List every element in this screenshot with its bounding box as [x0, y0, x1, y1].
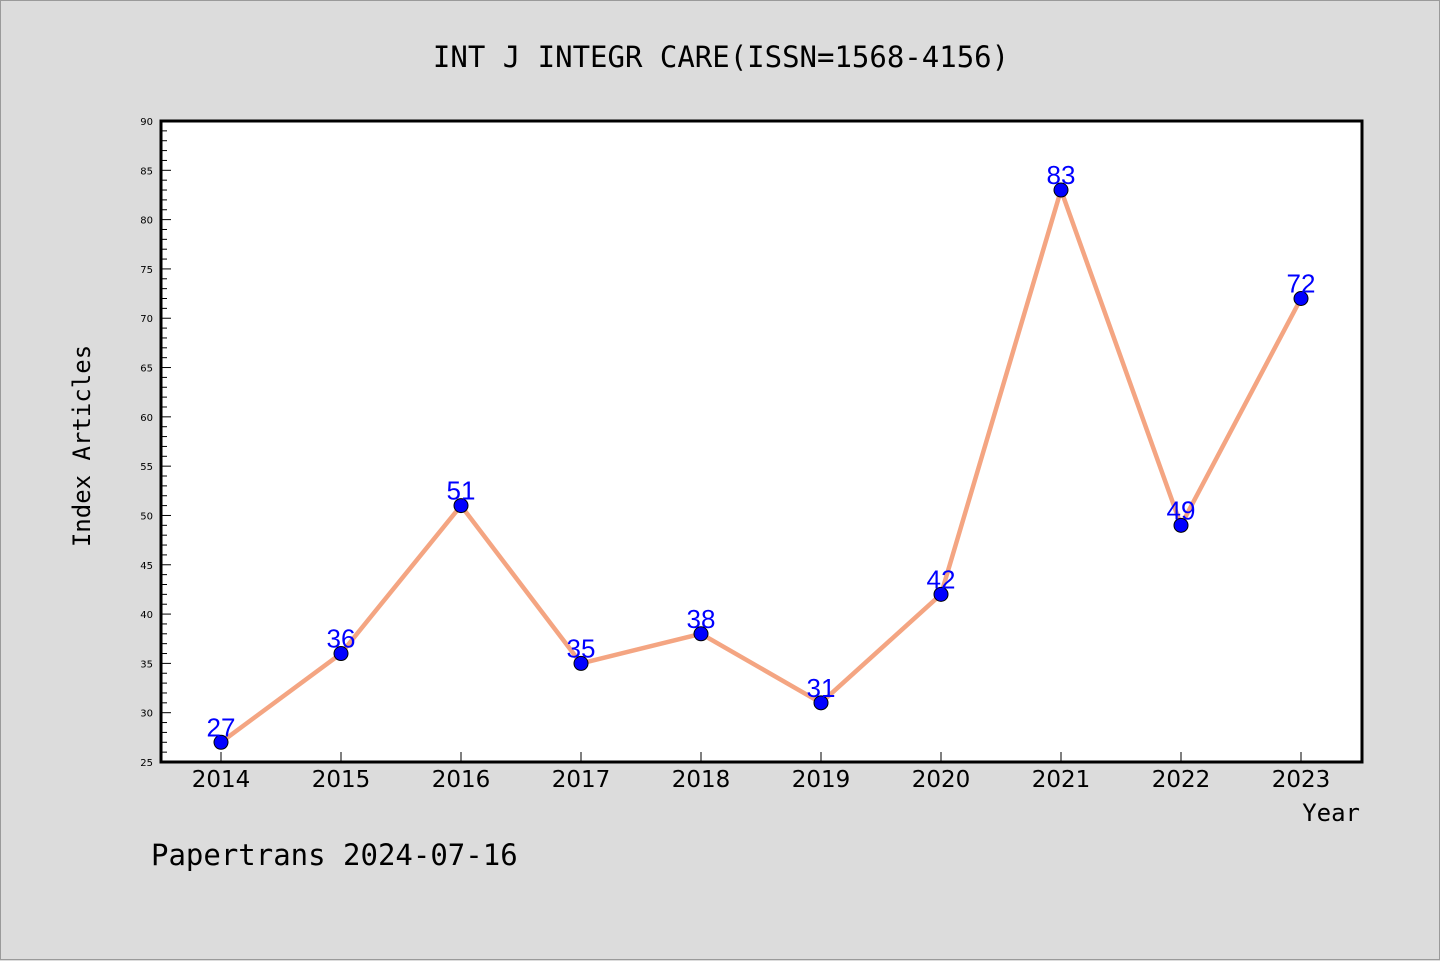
x-axis: 2014 2015 2016 2017 2018 2019 2020 2021 2022 2023 [192, 752, 1331, 793]
y-tick-label: 80 [140, 216, 153, 227]
plot-area [159, 119, 1364, 764]
x-tick-label: 2021 [1032, 767, 1091, 793]
y-tick-label: 25 [140, 758, 153, 769]
data-point [813, 695, 829, 711]
y-tick-label: 30 [140, 709, 153, 720]
y-tick-label: 85 [140, 166, 153, 177]
data-label: 72 [1287, 269, 1316, 299]
y-axis-title: Index Articles [68, 345, 96, 547]
data-label: 27 [207, 712, 236, 742]
y-tick-label: 75 [140, 265, 153, 276]
x-tick-label: 2018 [672, 767, 731, 793]
series: 27 36 51 35 38 31 42 83 49 72 [207, 160, 1316, 750]
x-tick-label: 2022 [1152, 767, 1211, 793]
y-tick-label: 35 [140, 659, 153, 670]
data-point [1173, 517, 1189, 533]
data-label: 51 [447, 476, 476, 506]
y-axis: 25 30 35 40 45 50 55 60 65 70 75 80 85 90 [140, 117, 171, 769]
data-label: 31 [807, 673, 836, 703]
x-axis-title: Year [1302, 799, 1360, 827]
x-tick-label: 2023 [1272, 767, 1331, 793]
y-tick-label: 90 [140, 117, 153, 128]
data-point [213, 734, 229, 750]
x-tick-label: 2019 [792, 767, 851, 793]
series-line [219, 187, 1303, 745]
data-point [933, 586, 949, 602]
data-label: 38 [687, 604, 716, 634]
y-tick-label: 45 [140, 561, 153, 572]
x-tick-label: 2016 [432, 767, 491, 793]
y-tick-label: 40 [140, 610, 153, 621]
data-point [1053, 182, 1069, 198]
y-tick-label: 65 [140, 364, 153, 375]
data-label: 36 [327, 624, 356, 654]
x-tick-label: 2014 [192, 767, 251, 793]
chart-title: INT J INTEGR CARE(ISSN=1568-4156) [433, 40, 1009, 74]
x-tick-label: 2020 [912, 767, 971, 793]
data-label: 83 [1047, 160, 1076, 190]
data-label: 49 [1167, 495, 1196, 525]
y-tick-label: 60 [140, 413, 153, 424]
footer-credit: Papertrans 2024-07-16 [151, 838, 518, 872]
x-tick-label: 2017 [552, 767, 611, 793]
x-tick-label: 2015 [312, 767, 371, 793]
data-point [693, 626, 709, 642]
data-label: 35 [567, 633, 596, 663]
y-tick-label: 50 [140, 511, 153, 522]
data-point [453, 498, 469, 514]
data-point [333, 646, 349, 662]
data-label: 42 [927, 564, 956, 594]
y-tick-label: 55 [140, 462, 153, 473]
y-tick-label: 70 [140, 314, 153, 325]
data-point [1293, 291, 1309, 307]
data-point [573, 655, 589, 671]
